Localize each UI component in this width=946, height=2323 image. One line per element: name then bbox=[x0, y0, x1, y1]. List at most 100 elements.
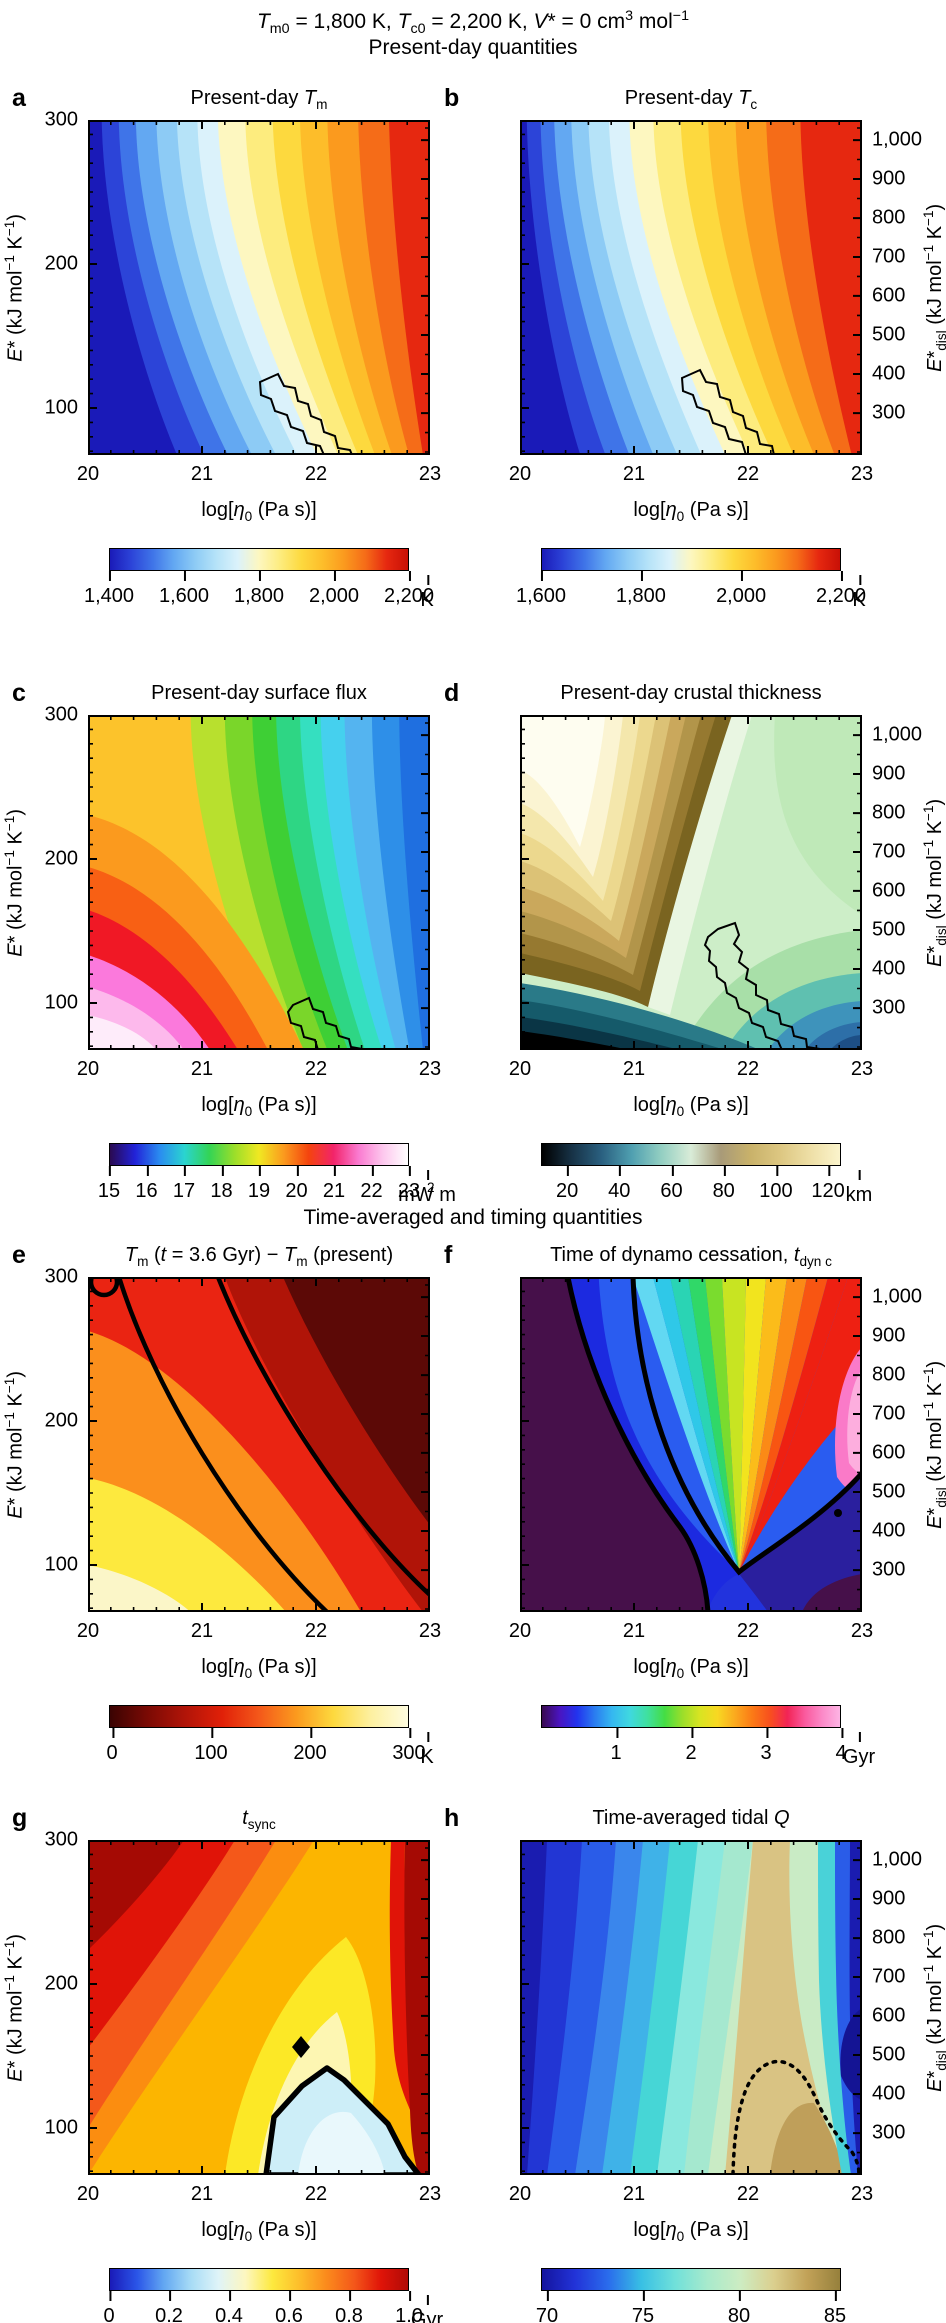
contour-plot-present-day-tm bbox=[88, 120, 430, 455]
colorbar bbox=[541, 2268, 841, 2291]
panel-d: d Present-day crustal thickness bbox=[444, 679, 946, 1206]
y-axis-label-left: E* (kJ mol−1 K−1) bbox=[2, 1370, 27, 1519]
tick-label: 1,600 bbox=[515, 571, 567, 607]
tick-label: 23 bbox=[418, 463, 442, 485]
tick-label: 900 bbox=[872, 1887, 906, 1910]
tick-label: 4 bbox=[835, 1728, 847, 1764]
tick-label: 0.8 bbox=[335, 2291, 363, 2323]
contour-diamond-marker bbox=[292, 2036, 310, 2058]
tick-label: 1,800 bbox=[233, 571, 285, 607]
y-axis-ticks-left: 300 200 100 bbox=[16, 1829, 78, 2175]
x-axis-label: log[η0 (Pa s)] bbox=[633, 2219, 749, 2244]
panel-letter: e bbox=[12, 1241, 26, 1269]
tick-label: 40 bbox=[608, 1166, 631, 1202]
tick-label: 1,000 bbox=[872, 128, 923, 151]
tick-label: 100 bbox=[759, 1166, 793, 1202]
panel-title: Present-day surface flux bbox=[151, 682, 367, 704]
y-axis-label-right: E*disl (kJ mol−1 K−1) bbox=[921, 1923, 946, 2092]
tick-label: 22 bbox=[736, 2183, 760, 2205]
tick-label: 22 bbox=[736, 463, 760, 485]
x-axis-ticks: 20 21 22 23 bbox=[509, 1058, 873, 1082]
section-header-time-averaged: Time-averaged and timing quantities bbox=[303, 1206, 643, 1229]
tick-label: 22 bbox=[304, 1620, 328, 1642]
tick-label: 500 bbox=[872, 323, 906, 346]
tick-label: 600 bbox=[872, 879, 906, 902]
tick-label: 0.6 bbox=[275, 2291, 303, 2323]
colorbar bbox=[109, 1705, 409, 1728]
thick-contour-line bbox=[630, 1277, 862, 1576]
tick-label: 23 bbox=[850, 1058, 874, 1080]
tick-label: 21 bbox=[622, 463, 646, 485]
tick-label: 22 bbox=[736, 1058, 760, 1080]
y-axis-ticks-right: 1,000 900 800 700 600 500 400 300 bbox=[872, 1277, 936, 1612]
tick-label: 21 bbox=[190, 2183, 214, 2205]
x-axis-ticks: 20 21 22 23 bbox=[509, 2183, 873, 2207]
y-axis-ticks-right: 1,000 900 800 700 600 500 400 300 bbox=[872, 1840, 936, 2175]
x-axis-label: log[η0 (Pa s)] bbox=[633, 1656, 749, 1681]
panel-title: Present-day Tm bbox=[190, 87, 328, 112]
tick-label: 20 bbox=[76, 463, 100, 485]
x-axis-ticks: 20 21 22 23 bbox=[509, 463, 873, 487]
colorbar bbox=[541, 548, 841, 571]
contour-plot-tsync bbox=[88, 1840, 430, 2175]
thick-contour-line bbox=[116, 1277, 329, 1612]
y-axis-label-left: E* (kJ mol−1 K−1) bbox=[2, 1933, 27, 2082]
colorbar bbox=[541, 1705, 841, 1728]
y-axis-label-right: E*disl (kJ mol−1 K−1) bbox=[921, 203, 946, 372]
tick-label: 80 bbox=[728, 2291, 750, 2323]
thick-contour-line bbox=[215, 1277, 430, 1597]
panel-c: c Present-day surface flux 300 200 100 E* … bbox=[2, 679, 456, 1206]
tick-label: 23 bbox=[850, 463, 874, 485]
tick-label: 20 bbox=[508, 463, 532, 485]
x-axis-label: log[η0 (Pa s)] bbox=[633, 1094, 749, 1119]
tick-label: 300 bbox=[392, 1728, 426, 1764]
tick-label: 70 bbox=[536, 2291, 558, 2323]
tick-label: 16 bbox=[135, 1166, 158, 1202]
panel-letter: c bbox=[12, 679, 26, 707]
tick-label: 19 bbox=[247, 1166, 271, 1202]
figure-title: Tm0 = 1,800 K, Tc0 = 2,200 K, V* = 0 cm3… bbox=[256, 8, 690, 38]
tick-label: 18 bbox=[210, 1166, 233, 1202]
tick-label: 23 bbox=[418, 1620, 442, 1642]
x-axis-ticks: 20 21 22 23 bbox=[77, 1058, 441, 1082]
colorbar-tick-labels: km 20 40 60 80 100 120 bbox=[555, 1166, 873, 1206]
tick-label: 300 bbox=[872, 996, 906, 1019]
tick-label: 21 bbox=[322, 1166, 346, 1202]
contour-dot bbox=[834, 1509, 842, 1517]
tick-label: 2,200 bbox=[383, 571, 435, 607]
tick-label: 700 bbox=[872, 245, 906, 268]
tick-label: 400 bbox=[872, 957, 906, 980]
tick-label: 600 bbox=[872, 1441, 906, 1464]
tick-label: 800 bbox=[872, 1363, 906, 1386]
tick-label: 21 bbox=[190, 1058, 214, 1080]
tick-label: 23 bbox=[850, 2183, 874, 2205]
tick-label: 1,800 bbox=[615, 571, 666, 607]
tick-label: 300 bbox=[44, 703, 78, 726]
tick-label: 0 bbox=[106, 1728, 118, 1764]
tick-label: 900 bbox=[872, 167, 906, 190]
tick-label: 21 bbox=[622, 1620, 646, 1642]
tick-label: 200 bbox=[44, 847, 78, 870]
x-axis-ticks: 20 21 22 23 bbox=[77, 2183, 441, 2207]
tick-label: 1,400 bbox=[83, 571, 135, 607]
y-axis-label-left: E* (kJ mol−1 K−1) bbox=[2, 213, 27, 362]
tick-label: 2 bbox=[685, 1728, 697, 1764]
tick-label: 1,600 bbox=[158, 571, 210, 607]
tick-label: 85 bbox=[824, 2291, 846, 2323]
tick-label: 75 bbox=[632, 2291, 654, 2323]
colorbar-tick-labels: K 1,600 1,800 2,000 2,200 bbox=[515, 571, 867, 611]
tick-label: 200 bbox=[293, 1728, 327, 1764]
tick-label: 2,000 bbox=[308, 571, 360, 607]
tick-label: 500 bbox=[872, 2043, 906, 2066]
tick-label: 21 bbox=[622, 1058, 646, 1080]
y-axis-ticks-left: 300 200 100 bbox=[16, 109, 78, 455]
tick-label: 600 bbox=[872, 2004, 906, 2027]
contour-plot-present-day-tc bbox=[520, 120, 862, 455]
highlight-contour bbox=[258, 372, 354, 455]
tick-label: 100 bbox=[194, 1728, 228, 1764]
highlight-contour bbox=[680, 368, 776, 455]
x-axis-label: log[η0 (Pa s)] bbox=[633, 499, 749, 524]
tick-label: 300 bbox=[872, 401, 906, 424]
